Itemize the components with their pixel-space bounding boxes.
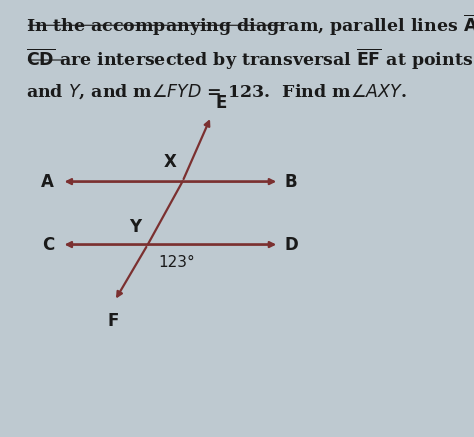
Text: F: F: [107, 312, 118, 330]
Text: 123°: 123°: [158, 255, 195, 271]
Text: A: A: [41, 173, 54, 191]
Text: C: C: [42, 236, 54, 253]
Text: Y: Y: [129, 218, 142, 236]
Text: E: E: [216, 94, 227, 112]
Text: In the accompanying diagram, parallel lines $\mathbf{\overline{AB}}$ and: In the accompanying diagram, parallel li…: [26, 12, 474, 38]
Text: $\mathbf{\overline{CD}}$ are intersected by transversal $\mathbf{\overline{EF}}$: $\mathbf{\overline{CD}}$ are intersected…: [26, 47, 474, 72]
Text: D: D: [284, 236, 298, 253]
Text: and $\mathit{Y}$, and m$\angle$$\mathit{FYD}$ = 123.  Find m$\angle$$\mathit{AXY: and $\mathit{Y}$, and m$\angle$$\mathit{…: [26, 82, 406, 101]
Text: X: X: [164, 153, 177, 171]
Text: B: B: [284, 173, 297, 191]
